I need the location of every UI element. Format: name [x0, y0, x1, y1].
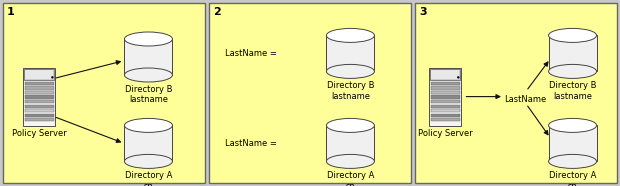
Circle shape — [51, 76, 53, 78]
Polygon shape — [25, 114, 54, 117]
FancyBboxPatch shape — [209, 3, 411, 183]
FancyBboxPatch shape — [3, 3, 205, 183]
Polygon shape — [431, 100, 460, 103]
Polygon shape — [326, 35, 374, 71]
Circle shape — [457, 76, 459, 78]
Polygon shape — [549, 125, 596, 161]
Ellipse shape — [549, 154, 596, 168]
Polygon shape — [431, 105, 460, 108]
Text: 1: 1 — [7, 7, 15, 17]
Polygon shape — [25, 82, 54, 85]
Polygon shape — [431, 86, 460, 89]
Text: Directory A
sn: Directory A sn — [549, 171, 596, 186]
Polygon shape — [25, 118, 54, 121]
Polygon shape — [25, 100, 54, 103]
Ellipse shape — [549, 64, 596, 78]
Text: Directory B
lastname: Directory B lastname — [125, 85, 172, 104]
Ellipse shape — [326, 28, 374, 42]
Ellipse shape — [326, 64, 374, 78]
Polygon shape — [430, 69, 460, 80]
Polygon shape — [24, 69, 55, 80]
Text: LastName =: LastName = — [225, 49, 277, 58]
Ellipse shape — [326, 118, 374, 132]
Polygon shape — [431, 114, 460, 117]
Text: Policy Server: Policy Server — [12, 129, 67, 138]
Text: LastName =: LastName = — [225, 139, 277, 148]
Text: LastName: LastName — [504, 95, 546, 104]
Text: 3: 3 — [419, 7, 427, 17]
Polygon shape — [25, 91, 54, 94]
Polygon shape — [432, 70, 459, 79]
Text: Directory B
lastname: Directory B lastname — [327, 81, 374, 101]
Text: Directory B
lastname: Directory B lastname — [549, 81, 596, 101]
Ellipse shape — [125, 68, 172, 82]
Polygon shape — [431, 95, 460, 99]
Text: Directory A
sn: Directory A sn — [125, 171, 172, 186]
Ellipse shape — [549, 118, 596, 132]
Polygon shape — [125, 125, 172, 161]
Polygon shape — [25, 86, 54, 89]
Text: Policy Server: Policy Server — [418, 129, 472, 138]
Ellipse shape — [125, 118, 172, 132]
Polygon shape — [431, 109, 460, 112]
Polygon shape — [25, 105, 54, 108]
Text: 2: 2 — [213, 7, 221, 17]
FancyBboxPatch shape — [415, 3, 617, 183]
Ellipse shape — [125, 32, 172, 46]
Polygon shape — [431, 118, 460, 121]
Ellipse shape — [549, 28, 596, 42]
Ellipse shape — [125, 154, 172, 168]
Polygon shape — [25, 109, 54, 112]
Text: Directory A
sn: Directory A sn — [327, 171, 374, 186]
Ellipse shape — [326, 154, 374, 168]
Polygon shape — [125, 39, 172, 75]
Polygon shape — [326, 125, 374, 161]
Polygon shape — [25, 95, 54, 99]
Polygon shape — [25, 70, 53, 79]
Polygon shape — [431, 91, 460, 94]
Polygon shape — [431, 82, 460, 85]
Polygon shape — [549, 35, 596, 71]
Polygon shape — [429, 68, 461, 126]
Polygon shape — [24, 68, 55, 126]
